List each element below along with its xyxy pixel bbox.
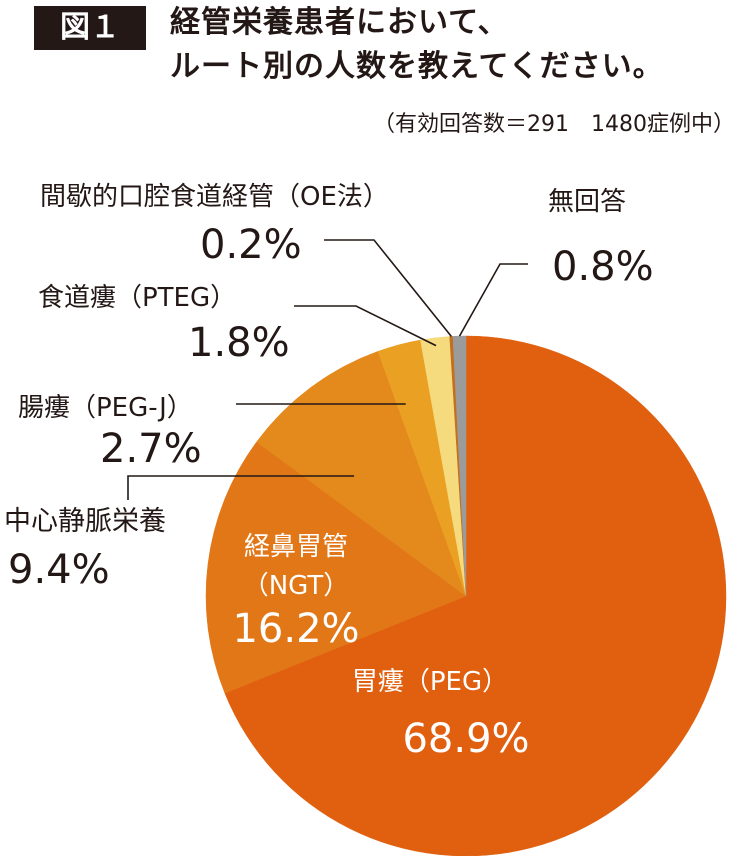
leader-line-5 bbox=[324, 239, 452, 337]
pie-slice-1 bbox=[205, 441, 467, 694]
response-count-note: （有効回答数＝291 1480症例中） bbox=[373, 112, 735, 137]
slice-label-3: 腸瘻（PEG-J） bbox=[18, 393, 193, 423]
slice-value-6: 0.8% bbox=[552, 244, 654, 290]
slice-value-5: 0.2% bbox=[200, 222, 302, 268]
slice-value-3: 2.7% bbox=[100, 426, 202, 472]
leader-line-4 bbox=[294, 305, 437, 347]
slice-label-0: 胃瘻（PEG） bbox=[352, 667, 508, 697]
slice-label-2: 中心静脈栄養 bbox=[4, 506, 166, 537]
slice-value-0: 68.9% bbox=[402, 716, 529, 762]
slice-label-6: 無回答 bbox=[548, 187, 626, 217]
pie-slice-0 bbox=[224, 335, 727, 856]
slice-value-1: 16.2% bbox=[232, 606, 359, 652]
leader-line-6 bbox=[458, 263, 528, 337]
leader-lines bbox=[127, 239, 528, 500]
chart-title-line-1: 経管栄養患者において、 bbox=[170, 5, 509, 40]
slice-value-2: 9.4% bbox=[8, 547, 110, 593]
slice-value-4: 1.8% bbox=[188, 320, 290, 366]
pie-slice-6 bbox=[452, 335, 467, 597]
leader-line-2 bbox=[127, 475, 355, 500]
figure-badge: 図１ bbox=[34, 6, 146, 50]
pie-slice-2 bbox=[256, 351, 467, 597]
slice-label-1-line-0: 経鼻胃管 bbox=[244, 532, 348, 562]
slice-label-5: 間歇的口腔食道経管（OE法） bbox=[40, 182, 389, 212]
slice-labels: 胃瘻（PEG） 68.9% 経鼻胃管 （NGT） 16.2% 中心静脈栄養 9.4% 腸瘻（P… bbox=[4, 182, 654, 762]
slice-label-1-line-1: （NGT） bbox=[243, 571, 350, 601]
chart-title-line-2: ルート別の人数を教えてください。 bbox=[170, 49, 664, 84]
slice-label-4: 食道瘻（PTEG） bbox=[38, 283, 236, 313]
